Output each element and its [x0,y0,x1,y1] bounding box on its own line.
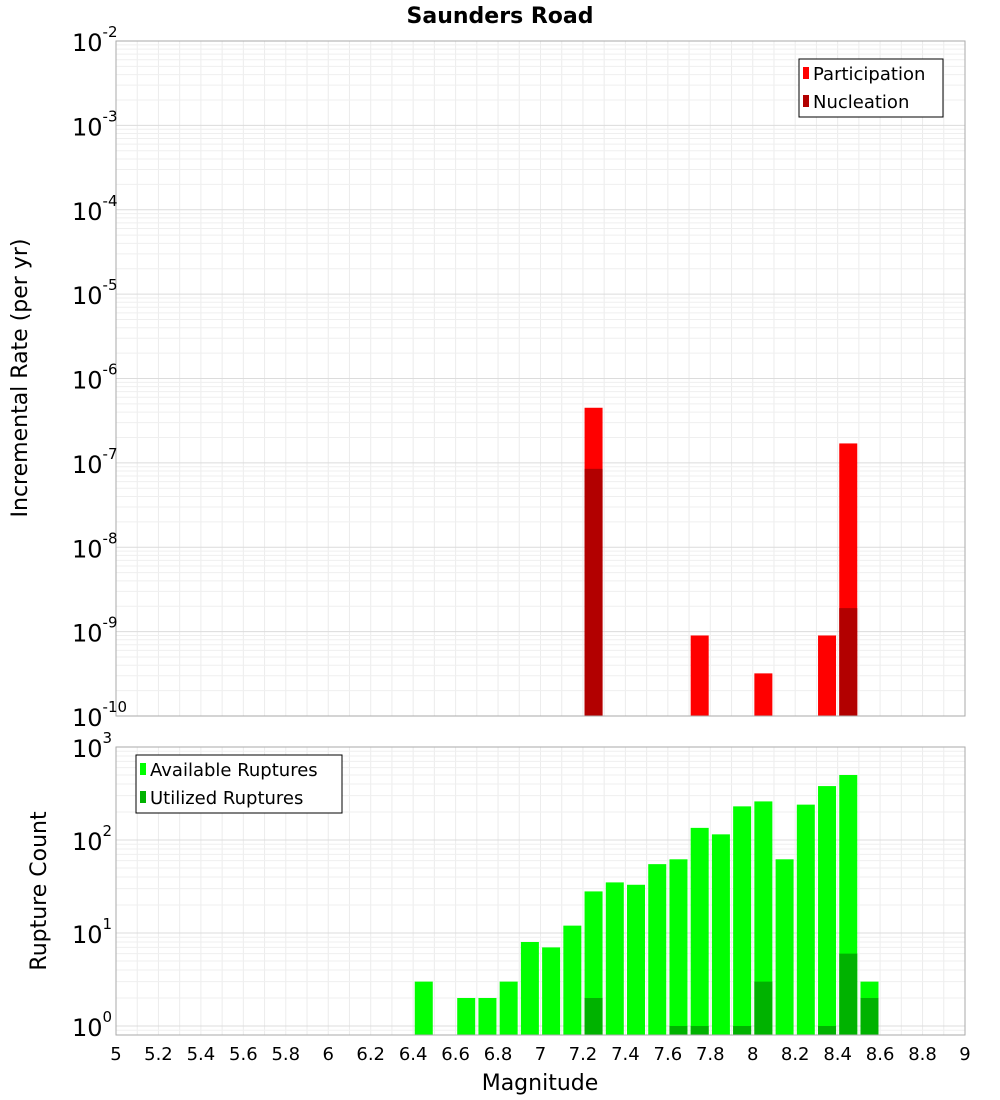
x-tick-label: 5.6 [229,1044,258,1065]
rate-bar-b [584,468,603,716]
x-axis-label: Magnitude [482,1071,599,1096]
count-bar-a [669,859,688,1035]
rate-y-tick-label: 10-9 [72,614,118,648]
rate-bar-a [754,673,773,716]
legend-label-nucleation: Nucleation [813,92,909,113]
count-bar-a [605,882,624,1035]
x-tick-label: 8.4 [823,1044,852,1065]
legend-label-participation: Participation [813,64,925,85]
count-plot-frame [115,746,966,1036]
rate-y-tick-label: 10-5 [72,276,118,310]
x-tick-label: 7.2 [569,1044,598,1065]
rate-y-tick-label: 10-3 [72,107,118,141]
x-tick-label: 5.2 [144,1044,173,1065]
count-bar-a [542,947,561,1035]
x-tick-label: 8.8 [908,1044,937,1065]
rate-panel: 10-2 10-3 10-4 10-5 10-6 10-7 10-8 10-9 10-10 In… [8,23,966,732]
x-tick-label: 6 [323,1044,334,1065]
x-tick-label: 9 [959,1044,970,1065]
count-bar-a [563,925,582,1035]
rate-y-ticks: 10-2 10-3 10-4 10-5 10-6 10-7 10-8 10-9 10-10 [72,23,127,732]
x-tick-label: 8.2 [781,1044,810,1065]
x-tick-label: 6.4 [399,1044,428,1065]
rate-legend-box [798,58,944,118]
chart-title: Saunders Road [407,4,594,29]
x-tick-label: 5.4 [187,1044,216,1065]
count-y-tick-label: 102 [72,822,112,856]
count-bar-a [711,834,730,1035]
count-bar-a [648,864,667,1035]
rate-y-tick-label: 10-2 [72,23,118,57]
count-bar-a [520,942,539,1035]
rate-y-tick-label: 10-10 [72,698,127,732]
rate-y-tick-label: 10-8 [72,529,118,563]
count-y-tick-label: 100 [72,1008,112,1042]
legend-label-utilized: Utilized Ruptures [150,788,303,809]
count-bar-b [669,1025,688,1035]
count-bars [414,774,879,1035]
count-bar-a [690,827,709,1035]
count-bar-a [733,806,752,1035]
rate-bar-b [839,608,858,716]
rate-y-axis-label: Incremental Rate (per yr) [8,239,33,518]
count-bar-b [584,997,603,1035]
count-bar-b [690,1025,709,1035]
x-tick-label: 5 [110,1044,121,1065]
count-bar-a [754,801,773,1035]
x-tick-label: 8 [747,1044,758,1065]
legend-swatch-available [140,763,146,775]
legend-swatch-nucleation [803,95,809,107]
x-tick-label: 6.6 [441,1044,470,1065]
count-legend: Available Ruptures Utilized Ruptures [135,754,343,814]
rate-grid [115,40,966,717]
rate-legend: Participation Nucleation [798,58,944,118]
count-panel: 103 102 101 100 Rupture Count Available Rup… [27,729,966,1042]
count-bar-a [499,981,518,1035]
x-tick-label: 6.2 [356,1044,385,1065]
rate-plot-frame [115,40,966,717]
count-bar-a [627,884,646,1035]
count-bar-b [818,1025,837,1035]
rate-bar-a [818,635,837,716]
count-y-tick-label: 103 [72,729,112,763]
count-bar-b [860,997,879,1035]
count-bar-a [414,981,433,1035]
x-tick-label: 5.8 [271,1044,300,1065]
rate-y-tick-label: 10-4 [72,192,118,226]
legend-label-available: Available Ruptures [150,760,318,781]
count-bar-a [796,804,815,1035]
count-bar-b [733,1025,752,1035]
rate-y-tick-label: 10-6 [72,361,118,395]
count-legend-box [135,754,343,814]
count-bar-a [457,997,476,1035]
count-bar-a [818,786,837,1035]
x-tick-label: 7 [535,1044,546,1065]
count-y-axis-label: Rupture Count [27,811,52,971]
count-bar-b [839,953,858,1035]
count-bar-a [775,859,794,1035]
rate-y-tick-label: 10-7 [72,445,118,479]
count-y-tick-label: 101 [72,915,112,949]
x-tick-label: 7.6 [654,1044,683,1065]
x-tick-label: 7.4 [611,1044,640,1065]
count-bar-a [478,997,497,1035]
count-bar-b [754,981,773,1035]
x-tick-label: 7.8 [696,1044,725,1065]
rate-bar-a [690,635,709,716]
x-tick-label: 6.8 [484,1044,513,1065]
x-tick-label: 8.6 [866,1044,895,1065]
legend-swatch-utilized [140,791,146,803]
x-axis-ticks: 5 5.2 5.4 5.6 5.8 6 6.2 6.4 6.6 6.8 7 7.2 7.4 7.6 7.8 8… [110,1044,970,1065]
rate-bars [584,407,858,716]
legend-swatch-participation [803,67,809,79]
count-y-ticks: 103 102 101 100 [72,729,112,1042]
